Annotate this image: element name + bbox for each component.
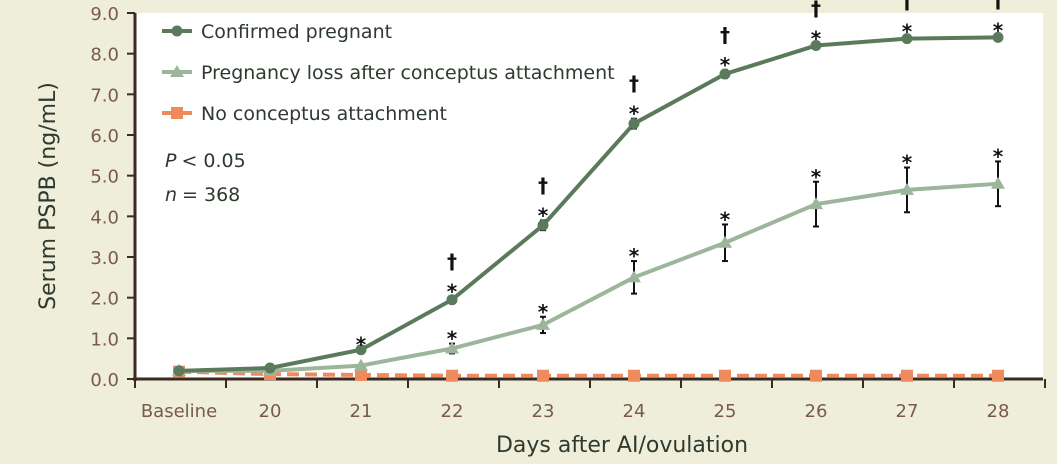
significance-star: * xyxy=(993,144,1004,168)
y-tick-label: 2.0 xyxy=(90,289,119,310)
y-tick-label: 9.0 xyxy=(90,4,119,25)
data-point xyxy=(901,369,913,382)
data-point xyxy=(355,344,367,356)
data-point xyxy=(810,369,822,382)
x-tick-label: Baseline xyxy=(141,401,217,422)
x-tick-label: 21 xyxy=(350,401,373,422)
n-value: = 368 xyxy=(182,184,240,206)
data-point xyxy=(445,341,459,354)
series-line xyxy=(178,369,998,378)
data-point xyxy=(355,368,367,381)
significance-star: * xyxy=(902,151,913,175)
data-point xyxy=(173,365,185,377)
y-tick-label: 5.0 xyxy=(90,167,119,188)
y-tick-label: 8.0 xyxy=(90,45,119,66)
significance-star: * xyxy=(993,18,1004,42)
p-label: P xyxy=(165,150,177,172)
data-point xyxy=(446,369,458,382)
significance-dagger: † xyxy=(902,0,912,14)
data-point xyxy=(900,182,914,195)
significance-star: * xyxy=(538,203,549,227)
y-axis-label: Serum PSPB (ng/mL) xyxy=(36,82,61,310)
x-tick-label: 26 xyxy=(805,401,828,422)
significance-dagger: † xyxy=(720,23,730,47)
significance-star: * xyxy=(811,27,822,51)
series-line xyxy=(179,181,999,373)
data-point xyxy=(628,369,640,382)
x-tick-label: 25 xyxy=(714,401,737,422)
legend-label: Confirmed pregnant xyxy=(201,21,392,43)
y-tick-label: 3.0 xyxy=(90,248,119,269)
legend-item-0: Confirmed pregnant xyxy=(162,21,392,43)
y-tick-label: 4.0 xyxy=(90,207,119,228)
significance-dagger: † xyxy=(993,0,1003,12)
data-point xyxy=(991,176,1005,189)
significance-star: * xyxy=(447,327,458,351)
p-value-annotation: P < 0.05 xyxy=(165,150,246,172)
significance-star: * xyxy=(629,244,640,268)
data-point xyxy=(354,358,368,371)
n-label: n xyxy=(165,184,177,206)
data-point xyxy=(992,31,1004,43)
y-tick-label: 0.0 xyxy=(90,370,119,391)
series-0: * * † * † * † * † * † * † * † xyxy=(173,0,1004,377)
x-tick-label: 23 xyxy=(532,401,555,422)
series-line xyxy=(178,35,999,373)
data-point xyxy=(170,65,184,77)
n-annotation: n = 368 xyxy=(165,184,240,206)
y-tick-label: 7.0 xyxy=(90,85,119,106)
data-point xyxy=(171,107,183,119)
data-point xyxy=(719,369,731,382)
significance-star: * xyxy=(811,165,822,189)
plot-area xyxy=(135,13,1043,379)
significance-star: * xyxy=(447,279,458,303)
y-tick-label: 1.0 xyxy=(90,329,119,350)
significance-star: * xyxy=(720,207,731,231)
data-point xyxy=(810,40,822,52)
significance-dagger: † xyxy=(538,173,548,197)
significance-star: * xyxy=(538,300,549,324)
y-tick-label: 6.0 xyxy=(90,126,119,147)
data-point xyxy=(809,197,823,210)
legend-label: No conceptus attachment xyxy=(201,103,447,125)
significance-star: * xyxy=(629,102,640,126)
significance-star: * xyxy=(720,53,731,77)
legend-label: Pregnancy loss after conceptus attachmen… xyxy=(201,62,615,84)
x-tick-label: 22 xyxy=(441,401,464,422)
x-axis-label: Days after AI/ovulation xyxy=(496,433,748,458)
data-point xyxy=(446,294,458,306)
x-tick-label: 20 xyxy=(259,401,282,422)
significance-star: * xyxy=(902,20,913,44)
x-tick-label: 28 xyxy=(987,401,1010,422)
x-tick-label: 24 xyxy=(623,401,646,422)
significance-dagger: † xyxy=(629,72,639,96)
legend: Confirmed pregnant Pregnancy loss after c… xyxy=(162,21,615,125)
data-point xyxy=(537,369,549,382)
data-point xyxy=(992,369,1004,382)
data-point xyxy=(718,235,732,248)
p-value: < 0.05 xyxy=(181,150,245,172)
significance-dagger: † xyxy=(447,249,457,273)
data-point xyxy=(264,362,276,374)
significance-dagger: † xyxy=(811,0,821,21)
data-point xyxy=(628,118,640,130)
data-point xyxy=(627,270,641,283)
data-point xyxy=(901,33,913,45)
data-point xyxy=(171,25,183,37)
data-point xyxy=(719,68,731,80)
series-1: * * * * * * * xyxy=(172,144,1005,376)
significance-star: * xyxy=(356,333,367,357)
data-point xyxy=(536,317,550,330)
data-point xyxy=(537,219,549,231)
x-tick-label: 27 xyxy=(896,401,919,422)
legend-item-1: Pregnancy loss after conceptus attachmen… xyxy=(162,62,615,84)
legend-item-2: No conceptus attachment xyxy=(162,103,447,125)
